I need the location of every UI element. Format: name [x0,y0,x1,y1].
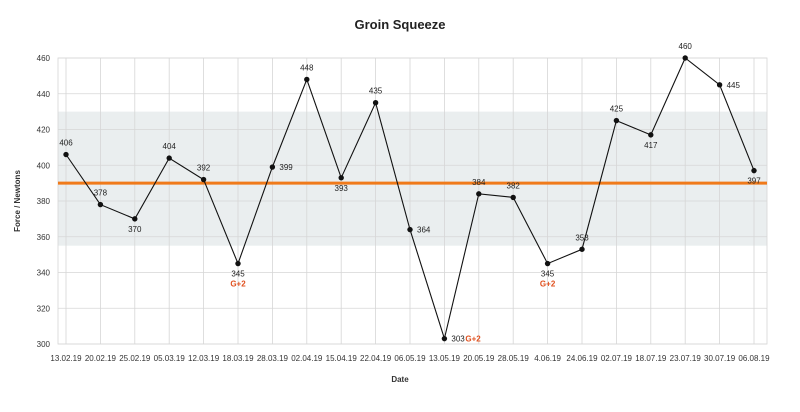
data-point [132,216,138,222]
data-label: 425 [610,105,624,114]
data-point [441,335,448,342]
x-tick-label: 23.07.19 [670,354,702,363]
x-axis-label: Date [391,375,409,384]
data-label: 392 [197,164,211,173]
y-tick-label: 440 [37,90,51,99]
data-point [751,167,757,174]
x-tick-label: 4.06.19 [534,354,561,363]
x-tick-label: 13.05.19 [429,354,461,363]
data-label: 399 [279,163,293,172]
data-label: 384 [472,178,486,187]
x-tick-label: 06.05.19 [394,354,426,363]
data-point [63,151,69,158]
data-point [544,260,551,267]
data-point [200,176,207,183]
data-label: 370 [128,225,142,234]
data-labels: 406 378 370 404 392 345 399 448 393 435 364 303 384 3… [59,42,761,344]
data-label: 393 [335,184,349,193]
x-tick-label: 24.06.19 [566,354,598,363]
data-point [716,82,723,88]
data-label: 435 [369,87,383,96]
x-tick-label: 05.03.19 [154,354,186,363]
x-tick-label: 15.04.19 [326,354,358,363]
annotation-label: G+2 [540,280,556,289]
x-axis-ticks: 13.02.19 20.02.19 25.02.19 05.03.19 12.03.19… [50,354,770,363]
annotation-label: G+2 [230,280,246,289]
data-point [235,260,241,267]
x-tick-label: 06.08.19 [738,354,770,363]
y-tick-label: 300 [37,340,51,349]
data-point [269,164,276,170]
x-tick-label: 30.07.19 [704,354,736,363]
data-points [63,55,757,342]
annotation-label: G+2 [465,335,481,344]
data-point [304,76,310,83]
x-tick-label: 12.03.19 [188,354,220,363]
data-label: 448 [300,63,314,72]
data-point [476,191,482,197]
data-label: 406 [59,139,73,148]
x-tick-label: 02.04.19 [291,354,323,363]
y-tick-label: 320 [37,304,51,313]
data-point [613,117,620,124]
data-label: 417 [644,141,658,150]
data-label: 382 [507,181,521,190]
data-point [407,226,413,233]
y-axis-ticks: 300 320 340 360 380 400 420 440 460 [37,54,51,349]
grid-lines [57,57,768,345]
data-label: 460 [679,42,693,51]
x-tick-label: 22.04.19 [360,354,392,363]
data-point [510,194,516,201]
x-tick-label: 20.02.19 [85,354,117,363]
normal-range-band-rect [58,111,767,246]
y-tick-label: 340 [37,269,51,278]
data-label: 345 [231,270,245,279]
data-point [97,201,104,208]
data-point [682,55,688,61]
data-label: 345 [541,270,555,279]
data-label: 404 [163,142,177,151]
x-tick-label: 20.05.19 [463,354,495,363]
x-tick-label: 18.03.19 [222,354,254,363]
y-tick-label: 360 [37,233,51,242]
data-label: 445 [727,81,741,90]
chart-title: Groin Squeeze [354,17,445,32]
y-tick-label: 380 [37,197,51,206]
data-label: 303 [451,335,465,344]
x-tick-label: 13.02.19 [50,354,82,363]
plot-border [57,57,768,345]
y-tick-label: 400 [37,161,51,170]
y-tick-label: 460 [37,54,51,63]
data-label: 378 [94,189,108,198]
annotations: G+2 G+2 G+2 [230,280,555,344]
data-label: 397 [747,177,761,186]
x-tick-label: 28.05.19 [498,354,530,363]
data-point [579,246,585,252]
data-point [372,99,379,106]
data-label: 364 [417,226,431,235]
x-tick-label: 28.03.19 [257,354,289,363]
x-tick-label: 25.02.19 [119,354,151,363]
normal-range-band [58,111,767,246]
x-tick-label: 18.07.19 [635,354,667,363]
data-point [648,132,654,138]
x-tick-label: 02.07.19 [601,354,633,363]
data-point [166,155,172,161]
y-tick-label: 420 [37,126,51,135]
data-point [338,175,344,181]
y-axis-label: Force / Newtons [13,170,22,232]
data-label: 353 [575,233,589,242]
